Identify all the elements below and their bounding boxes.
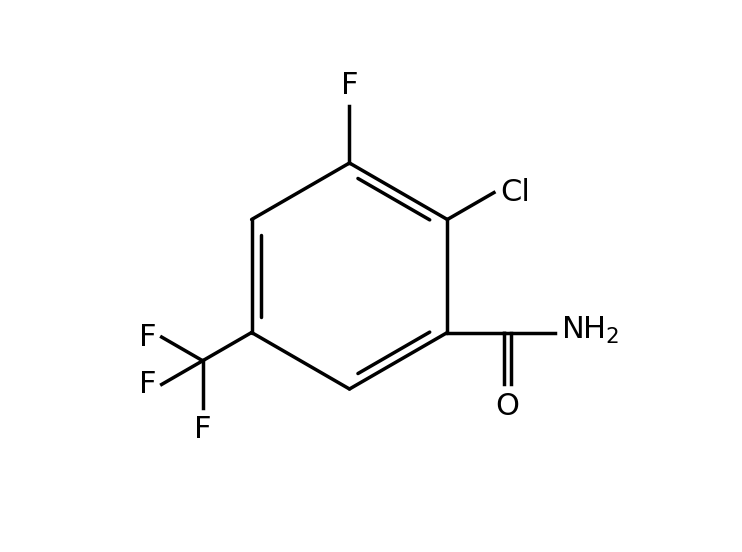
Text: F: F <box>194 415 211 444</box>
Text: F: F <box>139 322 157 352</box>
Text: O: O <box>496 392 519 421</box>
Text: NH$_2$: NH$_2$ <box>562 315 620 346</box>
Text: F: F <box>341 71 358 100</box>
Text: Cl: Cl <box>500 178 531 207</box>
Text: F: F <box>139 370 157 399</box>
